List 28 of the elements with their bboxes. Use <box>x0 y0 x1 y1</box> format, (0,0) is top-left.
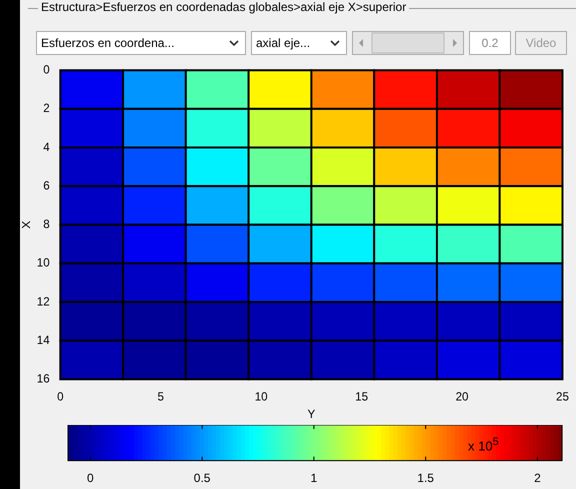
chart-title: Estructura>Esfuerzos en coordenadas globales>axial eje X>superior <box>38 0 410 14</box>
color-bar-title: x 10$^{5}$ <box>468 436 499 454</box>
x-axis-title: Y <box>308 408 316 422</box>
y-tick-label: 6 <box>43 179 50 192</box>
color-bar-label: 1.5 <box>417 471 434 486</box>
x-tick-label: 5 <box>158 390 164 404</box>
x-tick-label: 15 <box>355 390 368 404</box>
color-bar-label: 1 <box>310 471 318 486</box>
x-tick-label: 10 <box>254 390 268 404</box>
y-tick-label: 8 <box>43 218 50 232</box>
text: Video <box>515 31 567 55</box>
text: Esfuerzos en coordena... <box>41 36 174 50</box>
y-tick-label: 4 <box>43 140 50 154</box>
color-bar-label: 2 <box>534 471 542 486</box>
y-tick-label: 0 <box>43 63 50 77</box>
y-tick-label: 16 <box>36 372 50 386</box>
x-tick-label: 25 <box>556 390 570 404</box>
y-axis-title: X <box>20 220 34 229</box>
y-tick-label: 14 <box>36 334 50 347</box>
x-tick-label: 20 <box>456 390 469 404</box>
text: 0.2 <box>469 31 511 55</box>
y-tick-label: 12 <box>36 295 50 308</box>
text: axial eje... <box>256 36 310 50</box>
y-tick-label: 10 <box>36 256 50 270</box>
x-tick-label: 0 <box>57 390 64 404</box>
color-bar-label: 0.5 <box>194 471 211 486</box>
color-bar-label: 0 <box>87 471 94 486</box>
y-tick-label: 2 <box>43 102 50 116</box>
